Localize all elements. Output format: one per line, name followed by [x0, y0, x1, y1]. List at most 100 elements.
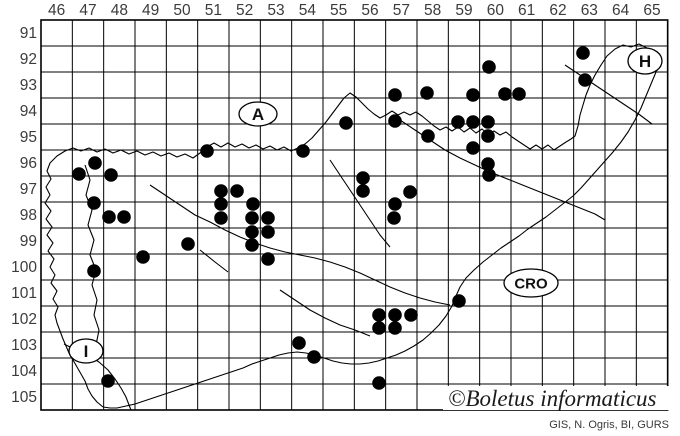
- row-label-91: 91: [20, 25, 37, 42]
- occurrence-dot: [576, 46, 590, 60]
- occurrence-dot: [388, 308, 402, 322]
- river-line: [279, 289, 371, 337]
- occurrence-dot: [466, 115, 480, 129]
- region-label-italy: I: [84, 342, 89, 361]
- row-label-104: 104: [11, 363, 37, 380]
- grid-labels-layer: 46 47 48 49 50 51 52 53 54 55 56 57 58 59 60 61 62 63 64 65…: [11, 2, 660, 406]
- occurrence-dot: [181, 237, 195, 251]
- row-label-99: 99: [20, 233, 37, 250]
- occurrence-dot: [214, 211, 228, 225]
- col-label-53: 53: [267, 2, 284, 19]
- river-line: [564, 64, 653, 125]
- river-line: [84, 164, 100, 346]
- row-label-96: 96: [20, 155, 37, 172]
- occurrence-dot: [117, 210, 131, 224]
- col-label-65: 65: [643, 2, 660, 19]
- region-label-austria: A: [252, 105, 264, 124]
- occurrence-dot: [87, 196, 101, 210]
- occurrence-dot: [498, 87, 512, 101]
- occurrence-dot: [388, 197, 402, 211]
- credits-text: GIS, N. Ogris, BI, GURS: [549, 419, 669, 431]
- col-label-46: 46: [48, 2, 65, 19]
- occurrence-dot: [481, 157, 495, 171]
- occurrence-dot: [87, 264, 101, 278]
- col-label-50: 50: [173, 2, 191, 19]
- country-outline-layer: [44, 43, 659, 411]
- col-label-51: 51: [205, 2, 222, 19]
- row-label-92: 92: [20, 51, 37, 68]
- occurrence-dot: [403, 185, 417, 199]
- row-label-94: 94: [20, 103, 38, 120]
- river-line: [329, 159, 391, 248]
- region-labels-layer: A H CRO I: [68, 47, 663, 364]
- copyright-backdrop: [443, 386, 673, 410]
- occurrence-dot: [466, 141, 480, 155]
- occurrence-dot: [261, 211, 275, 225]
- row-label-102: 102: [11, 311, 37, 328]
- occurrence-dot: [421, 129, 435, 143]
- region-oval-hungary: [627, 47, 663, 75]
- occurrence-dot: [482, 168, 496, 182]
- col-label-61: 61: [518, 2, 535, 19]
- occurrence-dot: [307, 350, 321, 364]
- occurrence-dot: [420, 86, 434, 100]
- col-label-56: 56: [361, 2, 378, 19]
- region-oval-austria: [238, 101, 278, 127]
- col-label-57: 57: [393, 2, 410, 19]
- occurrence-dot: [404, 308, 418, 322]
- occurrence-dot: [200, 144, 214, 158]
- occurrence-dot: [104, 168, 118, 182]
- col-label-59: 59: [455, 2, 472, 19]
- occurrence-dot: [481, 129, 495, 143]
- occurrence-dot: [261, 252, 275, 266]
- occurrence-dot: [356, 171, 370, 185]
- occurrence-dot: [466, 88, 480, 102]
- occurrence-dot: [102, 210, 116, 224]
- occurrence-dot: [481, 115, 495, 129]
- occurrence-dots-layer: [72, 46, 592, 390]
- occurrence-dot: [372, 376, 386, 390]
- col-label-52: 52: [236, 2, 253, 19]
- occurrence-dot: [388, 114, 402, 128]
- occurrence-dot: [339, 116, 353, 130]
- occurrence-dot: [388, 321, 402, 335]
- row-label-97: 97: [20, 181, 37, 198]
- occurrence-dot: [356, 184, 370, 198]
- river-line: [399, 119, 606, 221]
- grid-layer: [40, 19, 669, 411]
- country-border-line: [44, 43, 659, 409]
- attribution-layer: ©Boletus informaticus GIS, N. Ogris, BI,…: [443, 386, 673, 431]
- occurrence-dot: [230, 184, 244, 198]
- occurrence-dot: [578, 73, 592, 87]
- row-label-93: 93: [20, 77, 37, 94]
- row-label-95: 95: [20, 129, 37, 146]
- occurrence-dot: [246, 197, 260, 211]
- occurrence-dot: [451, 115, 465, 129]
- col-label-54: 54: [299, 2, 317, 19]
- occurrence-dot: [296, 144, 310, 158]
- col-label-58: 58: [424, 2, 441, 19]
- col-label-55: 55: [330, 2, 347, 19]
- occurrence-dot: [388, 88, 402, 102]
- occurrence-dot: [292, 336, 306, 350]
- row-label-101: 101: [11, 285, 37, 302]
- copyright-text: ©Boletus informaticus: [448, 386, 657, 411]
- occurrence-dot: [214, 184, 228, 198]
- occurrence-dot: [136, 250, 150, 264]
- region-label-croatia: CRO: [514, 275, 548, 292]
- occurrence-dot: [452, 294, 466, 308]
- map-border: [40, 19, 669, 411]
- col-label-60: 60: [487, 2, 505, 19]
- occurrence-dot: [261, 225, 275, 239]
- occurrence-dot: [101, 374, 115, 388]
- row-label-105: 105: [11, 389, 37, 406]
- occurrence-dot: [245, 238, 259, 252]
- occurrence-dot: [482, 60, 496, 74]
- col-label-47: 47: [79, 2, 96, 19]
- col-label-48: 48: [111, 2, 128, 19]
- region-label-hungary: H: [639, 52, 651, 71]
- row-label-98: 98: [20, 207, 37, 224]
- occurrence-dot: [512, 87, 526, 101]
- occurrence-dot: [72, 167, 86, 181]
